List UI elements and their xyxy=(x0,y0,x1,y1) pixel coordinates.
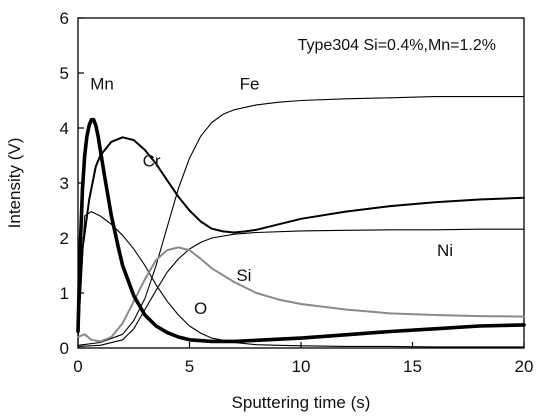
axis-ticks: 0 5 10 15 20 0 1 2 3 4 5 6 xyxy=(60,9,534,376)
series-label-cr: Cr xyxy=(143,152,161,171)
series-line-mn xyxy=(76,117,526,344)
y-axis-title: Intensity (V) xyxy=(5,138,24,229)
y-tick-label: 1 xyxy=(60,284,69,303)
series-label-ni: Ni xyxy=(437,241,453,260)
x-axis-title: Sputtering time (s) xyxy=(232,393,371,412)
y-tick-label: 2 xyxy=(60,229,69,248)
y-tick-label: 0 xyxy=(60,339,69,358)
series-label-o: O xyxy=(194,299,207,318)
series-label-fe: Fe xyxy=(240,75,260,94)
x-tick-label: 0 xyxy=(73,357,82,376)
series-label-si: Si xyxy=(236,266,251,285)
series-line-si xyxy=(77,246,525,343)
series-line-o xyxy=(77,211,525,348)
series-line-fe xyxy=(77,96,525,346)
x-tick-label: 20 xyxy=(515,357,534,376)
series-labels: Mn Cr Fe Ni Si O xyxy=(90,75,453,318)
y-tick-label: 5 xyxy=(60,64,69,83)
x-tick-label: 10 xyxy=(292,357,311,376)
x-tick-label: 15 xyxy=(403,357,422,376)
series-label-mn: Mn xyxy=(90,75,114,94)
series-line-ni xyxy=(77,228,525,347)
y-tick-label: 6 xyxy=(60,9,69,28)
series-layer xyxy=(76,96,526,348)
y-tick-label: 4 xyxy=(60,119,69,138)
x-tick-label: 5 xyxy=(185,357,194,376)
y-tick-label: 3 xyxy=(60,174,69,193)
annotation-text: Type304 Si=0.4%,Mn=1.2% xyxy=(298,37,496,54)
